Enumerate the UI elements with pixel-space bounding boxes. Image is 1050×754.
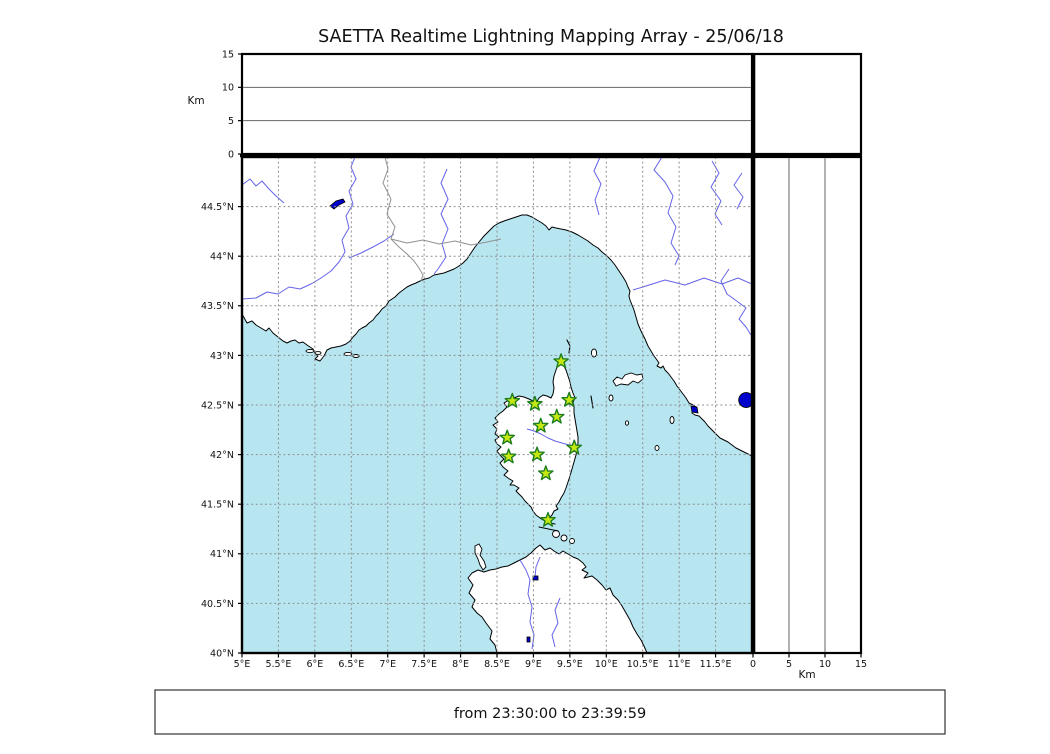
island-elba: [612, 372, 644, 387]
map-lat-tick-label: 42°N: [210, 450, 234, 461]
lagoon-orbetello: [690, 405, 699, 414]
station-marker: [553, 353, 569, 369]
alt-right-tick-label: 5: [786, 659, 792, 670]
island-montecristo: [654, 445, 660, 451]
station-marker: [548, 408, 565, 424]
station-marker: [499, 429, 516, 445]
map-lat-tick-label: 43.5°N: [201, 301, 234, 312]
altitude-axis-label-left: Km: [187, 95, 204, 107]
altitude-axis-label-bottom: Km: [798, 669, 815, 681]
coastline-sardinia: [467, 544, 648, 653]
station-marker: [537, 465, 554, 481]
map-lat-tick-label: 40°N: [210, 648, 234, 659]
map-lat-tick-label: 43°N: [210, 351, 234, 362]
alt-top-tick-label: 10: [222, 83, 234, 94]
altitude-latitude-plot-area: [751, 155, 863, 655]
station-marker: [540, 511, 556, 527]
map-lon-tick-label: 5°E: [234, 659, 251, 670]
coastline-mainland: [242, 157, 752, 457]
map-gridlines: [242, 157, 752, 653]
island-maddalena-east: [569, 538, 575, 544]
map-lat-tick-label: 41°N: [210, 549, 234, 560]
river-ombrone: [720, 268, 752, 336]
map-lon-tick-label: 7.5°E: [411, 659, 437, 670]
station-marker: [529, 446, 545, 462]
altitude-latitude-panel: [751, 155, 863, 658]
footer-box: [154, 689, 946, 735]
map-lon-tick-label: 9°E: [525, 659, 542, 670]
map-panel: [242, 157, 752, 653]
river-sardinia-east: [551, 597, 561, 648]
island-small-tuscan: [624, 420, 630, 426]
station-marker: [504, 392, 521, 408]
map-lon-tick-label: 10°E: [595, 659, 618, 670]
station-marker: [561, 391, 577, 407]
map-lon-tick-label: 6.5°E: [338, 659, 364, 670]
alt-right-tick-label: 0: [750, 659, 756, 670]
map-lon-tick-label: 11°E: [668, 659, 691, 670]
station-marker: [566, 439, 583, 455]
alt-top-tick-label: 15: [222, 49, 234, 60]
lake-serre-poncon: [329, 198, 346, 210]
map-lat-tick-label: 42.5°N: [201, 400, 234, 411]
geography-layer: [242, 157, 752, 653]
map-lon-tick-label: 5.5°E: [265, 659, 291, 670]
altitude-longitude-panel: [238, 52, 754, 156]
map-lon-tick-label: 9.5°E: [557, 659, 583, 670]
island-asinara: [474, 543, 487, 571]
island-riou: [305, 348, 315, 354]
river-rhone: [242, 178, 285, 204]
island-maddalena: [552, 530, 560, 538]
map-points-layer: [738, 392, 752, 408]
histogram-corner-panel: [751, 52, 863, 156]
river-arno: [632, 277, 752, 291]
river-coghinas-sardinia: [519, 559, 535, 650]
map-lon-tick-label: 8.5°E: [484, 659, 510, 670]
map-lon-tick-label: 6°E: [306, 659, 323, 670]
alt-top-tick-label: 0: [228, 149, 234, 160]
map-lon-tick-label: 7°E: [379, 659, 396, 670]
map-lat-tick-label: 40.5°N: [201, 599, 234, 610]
island-giglio: [669, 416, 675, 424]
islet-line-bonifacio-strait: [538, 526, 559, 532]
alt-right-tick-label: 15: [855, 659, 867, 670]
river-var: [433, 168, 449, 275]
alt-top-tick-label: 5: [228, 116, 234, 127]
river-verdon: [348, 233, 395, 259]
map-lon-tick-label: 8°E: [452, 659, 469, 670]
map-lat-tick-label: 44°N: [210, 252, 234, 263]
river-po-tributary-1: [593, 157, 602, 216]
river-po-tributary-4: [733, 172, 744, 210]
station-marker: [500, 448, 517, 464]
map-lon-tick-label: 10.5°E: [627, 659, 659, 670]
islet-line-gorgona: [590, 395, 594, 409]
alt-right-tick-label: 10: [819, 659, 831, 670]
lake-bolsena: [738, 392, 752, 408]
border-liguria: [390, 238, 502, 246]
map-lat-tick-label: 41.5°N: [201, 500, 234, 511]
footer-time-range: from 23:30:00 to 23:39:59: [454, 706, 646, 722]
island-caprera: [560, 534, 568, 542]
island-pianosa: [608, 394, 614, 402]
river-po-tributary-2: [653, 157, 680, 266]
altitude-longitude-plot-area: [240, 52, 754, 156]
lake-sardinia-south: [526, 636, 531, 643]
axis-labels-layer: 0 5 10 15 0 5 10 15 5°E 5.5°E 6°E 6.5°E 7°E 7.5°E 8°E 8…: [201, 49, 867, 670]
map-lat-tick-label: 44.5°N: [201, 202, 234, 213]
figure-title: SAETTA Realtime Lightning Mapping Array …: [318, 27, 784, 47]
river-durance: [242, 157, 357, 300]
station-marker: [527, 395, 543, 411]
river-sardinia-short: [534, 556, 541, 578]
map-lon-tick-label: 11.5°E: [700, 659, 732, 670]
stations-layer: [499, 353, 583, 527]
island-calanques: [314, 351, 322, 355]
station-marker: [532, 417, 549, 433]
lake-sardinia-north: [532, 575, 539, 581]
